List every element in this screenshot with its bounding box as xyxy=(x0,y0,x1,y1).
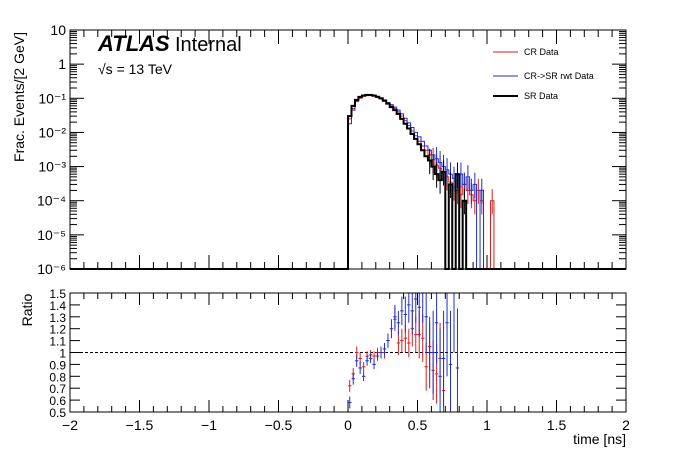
top-axis-ticks xyxy=(69,29,627,270)
top-y-tick-label: 1 xyxy=(58,56,66,72)
ratio-y-tick-label: 1 xyxy=(59,347,66,361)
x-tick-label: −2 xyxy=(62,417,78,433)
ratio-tick-labels: 0.50.60.70.80.911.11.21.31.41.5−2 −1.5 −1−… xyxy=(49,287,630,433)
top-y-tick-label: 10⁻⁴ xyxy=(37,193,66,209)
ratio-y-tick-label: 0.5 xyxy=(49,406,66,420)
top-y-tick-label: 10⁻² xyxy=(38,124,66,140)
ratio-y-tick-label: 0.8 xyxy=(49,370,66,384)
x-axis-title: time [ns] xyxy=(573,431,626,447)
x-tick-label: 0 xyxy=(344,417,352,433)
top-series-layer xyxy=(70,93,626,270)
atlas-logo: ATLAS xyxy=(97,31,170,56)
top-panel: 10⁻⁶ 10⁻⁵ 10⁻⁴ 10⁻³ 10⁻² 10⁻¹ 1 10 Frac. Events… xyxy=(11,22,627,277)
x-tick-label: 2 xyxy=(622,417,630,433)
x-tick-label: −1 xyxy=(201,417,217,433)
x-tick-label: −0.5 xyxy=(265,417,293,433)
legend-label: CR->SR rwt Data xyxy=(524,71,594,81)
ratio-series-layer xyxy=(348,293,460,412)
ratio-y-tick-label: 0.7 xyxy=(49,382,66,396)
ratio-y-axis-title: Ratio xyxy=(19,293,35,326)
ratio-y-tick-label: 1.3 xyxy=(49,311,66,325)
ratio-plot-frame xyxy=(69,292,627,413)
top-y-tick-label: 10⁻¹ xyxy=(38,90,66,106)
x-tick-label: 1.5 xyxy=(547,417,567,433)
top-y-tick-label: 10 xyxy=(50,22,66,38)
x-tick-label: 1 xyxy=(483,417,491,433)
atlas-status: Internal xyxy=(175,34,242,56)
ratio-y-tick-label: 1.2 xyxy=(49,323,66,337)
bottom-panel: 0.50.60.70.80.911.11.21.31.41.5−2 −1.5 −1−… xyxy=(19,287,630,447)
ratio-y-tick-label: 1.1 xyxy=(49,335,66,349)
top-tick-labels: 10⁻⁶ 10⁻⁵ 10⁻⁴ 10⁻³ 10⁻² 10⁻¹ 1 10 xyxy=(37,22,66,277)
top-y-tick-label: 10⁻⁶ xyxy=(37,261,66,277)
ratio-axis-ticks xyxy=(69,292,627,413)
x-tick-label: 0.5 xyxy=(408,417,428,433)
ratio-y-tick-label: 0.9 xyxy=(49,358,66,372)
energy-label: √s = 13 TeV xyxy=(98,61,173,77)
legend-label: CR Data xyxy=(524,47,559,57)
top-y-axis-title: Frac. Events/[2 GeV] xyxy=(11,32,27,162)
top-y-tick-label: 10⁻⁵ xyxy=(37,227,66,243)
ratio-y-tick-label: 0.6 xyxy=(49,394,66,408)
ratio-y-tick-label: 1.5 xyxy=(49,287,66,301)
top-y-tick-label: 10⁻³ xyxy=(38,159,66,175)
ratio-y-tick-label: 1.4 xyxy=(49,299,66,313)
x-tick-label: −1.5 xyxy=(126,417,154,433)
histogram-sr-data xyxy=(70,93,626,270)
top-plot-frame xyxy=(69,29,627,270)
legend-label: SR Data xyxy=(524,91,558,101)
legend: CR Data CR->SR rwt Data SR Data xyxy=(493,47,594,101)
